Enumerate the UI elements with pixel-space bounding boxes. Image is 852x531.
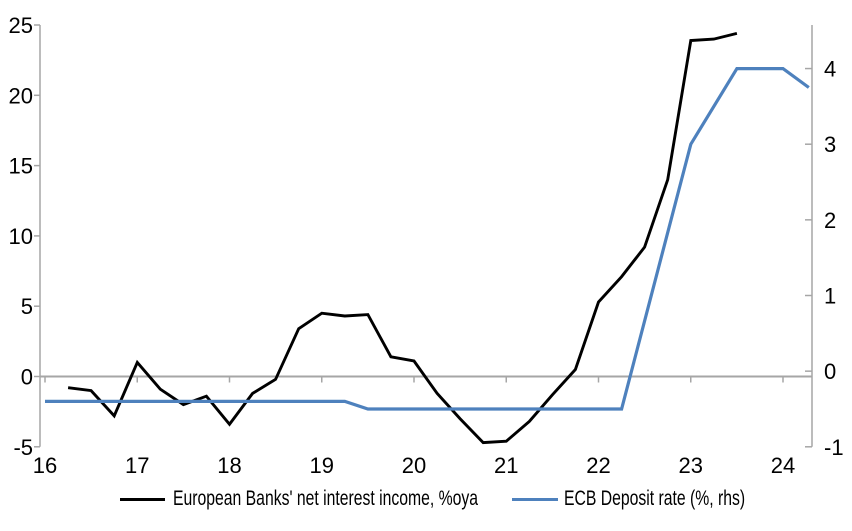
left-axis-tick-label: -5	[13, 435, 33, 460]
left-axis-tick-label: 10	[9, 224, 33, 249]
left-axis-tick-label: 20	[9, 83, 33, 108]
right-axis-tick-label: 3	[824, 132, 836, 157]
x-tick-label: 19	[310, 453, 334, 478]
x-tick-label: 17	[125, 453, 149, 478]
x-tick-label: 16	[33, 453, 57, 478]
right-axis-tick-label: 2	[824, 208, 836, 233]
series-line-ecb-deposit-rate	[45, 66, 810, 411]
x-tick-label: 23	[679, 453, 703, 478]
left-axis-tick-label: 5	[21, 294, 33, 319]
legend-line-sample-black	[120, 497, 165, 501]
legend-label: ECB Deposit rate (%, rhs)	[564, 487, 746, 510]
left-axis-tick-label: 15	[9, 154, 33, 179]
left-axis-tick-label: 25	[9, 13, 33, 38]
right-axis-tick-label: 0	[824, 359, 836, 384]
x-tick-label: 22	[586, 453, 610, 478]
legend-item-ecb-deposit-rate: ECB Deposit rate (%, rhs)	[512, 488, 806, 510]
right-axis-tick-label: 4	[824, 57, 836, 82]
legend-label: European Banks' net interest income, %oy…	[173, 487, 479, 510]
x-tick-label: 24	[771, 453, 795, 478]
right-axis-tick-label: -1	[824, 435, 844, 460]
x-tick-label: 21	[494, 453, 518, 478]
legend-line-sample-blue	[512, 497, 558, 501]
x-tick-label: 18	[217, 453, 241, 478]
right-axis-tick-label: 1	[824, 284, 836, 309]
x-tick-label: 20	[402, 453, 426, 478]
legend-item-net-interest-income: European Banks' net interest income, %oy…	[120, 488, 580, 510]
series-line-net-interest-income	[67, 31, 738, 445]
left-axis-tick-label: 0	[21, 365, 33, 390]
